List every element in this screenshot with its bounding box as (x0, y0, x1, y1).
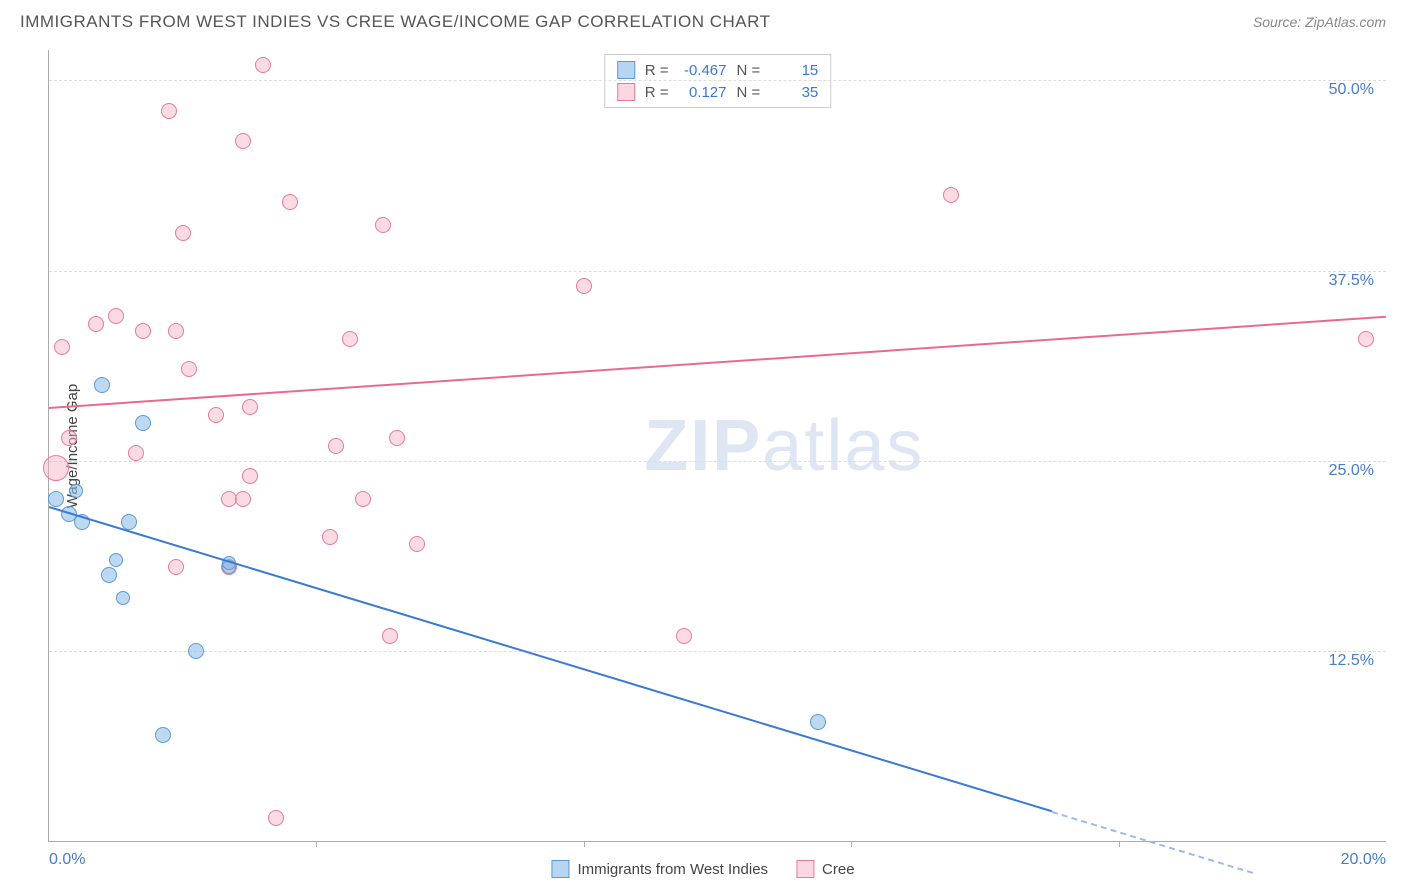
data-point-pink (235, 133, 251, 149)
data-point-pink (322, 529, 338, 545)
data-point-pink (943, 187, 959, 203)
data-point-pink (576, 278, 592, 294)
watermark: ZIPatlas (644, 405, 924, 487)
legend-swatch-blue (551, 860, 569, 878)
data-point-blue (155, 727, 171, 743)
gridline-h (49, 271, 1386, 272)
data-point-pink (255, 57, 271, 73)
data-point-pink (676, 628, 692, 644)
data-point-pink (161, 103, 177, 119)
legend-row: R = -0.467 N = 15 (617, 59, 819, 81)
data-point-pink (268, 810, 284, 826)
data-point-pink (128, 445, 144, 461)
data-point-pink (282, 194, 298, 210)
chart-header: IMMIGRANTS FROM WEST INDIES VS CREE WAGE… (0, 0, 1406, 40)
trendline-pink (49, 316, 1386, 409)
data-point-blue (121, 514, 137, 530)
data-point-pink (181, 361, 197, 377)
data-point-pink (342, 331, 358, 347)
x-tick (851, 841, 852, 847)
x-tick-label: 0.0% (49, 851, 85, 869)
data-point-pink (235, 491, 251, 507)
data-point-pink (43, 455, 69, 481)
x-tick (1119, 841, 1120, 847)
data-point-pink (409, 536, 425, 552)
y-tick-label: 37.5% (1329, 272, 1374, 290)
legend-swatch-pink (796, 860, 814, 878)
r-label: R = (645, 84, 669, 101)
data-point-pink (135, 323, 151, 339)
data-point-pink (175, 225, 191, 241)
x-tick (316, 841, 317, 847)
chart-source: Source: ZipAtlas.com (1253, 14, 1386, 30)
data-point-pink (168, 559, 184, 575)
data-point-pink (242, 399, 258, 415)
data-point-pink (242, 468, 258, 484)
data-point-blue (135, 415, 151, 431)
chart-plot-area: ZIPatlas R = -0.467 N = 15 R = 0.127 N = 35 12.… (48, 50, 1386, 842)
y-tick-label: 12.5% (1329, 652, 1374, 670)
data-point-pink (61, 430, 77, 446)
data-point-blue (69, 484, 83, 498)
legend-label: Immigrants from West Indies (577, 861, 768, 878)
legend-item-blue: Immigrants from West Indies (551, 860, 768, 878)
y-tick-label: 50.0% (1329, 81, 1374, 99)
gridline-h (49, 651, 1386, 652)
data-point-blue (109, 553, 123, 567)
series-legend: Immigrants from West Indies Cree (551, 860, 854, 878)
x-tick (584, 841, 585, 847)
chart-title: IMMIGRANTS FROM WEST INDIES VS CREE WAGE… (20, 12, 770, 32)
n-label: N = (737, 84, 761, 101)
data-point-pink (355, 491, 371, 507)
n-value: 35 (770, 84, 818, 101)
data-point-blue (188, 643, 204, 659)
legend-item-pink: Cree (796, 860, 855, 878)
y-tick-label: 25.0% (1329, 462, 1374, 480)
gridline-h (49, 80, 1386, 81)
legend-swatch-pink (617, 83, 635, 101)
data-point-blue (116, 591, 130, 605)
data-point-pink (328, 438, 344, 454)
data-point-pink (88, 316, 104, 332)
r-label: R = (645, 62, 669, 79)
legend-label: Cree (822, 861, 855, 878)
data-point-blue (48, 491, 64, 507)
data-point-pink (375, 217, 391, 233)
data-point-blue (101, 567, 117, 583)
legend-swatch-blue (617, 61, 635, 79)
trendline-blue-dashed (1051, 811, 1252, 874)
data-point-pink (389, 430, 405, 446)
data-point-blue (94, 377, 110, 393)
data-point-blue (810, 714, 826, 730)
x-tick-label: 20.0% (1341, 851, 1386, 869)
n-label: N = (737, 62, 761, 79)
trendline-blue (49, 506, 1052, 812)
data-point-pink (168, 323, 184, 339)
data-point-pink (208, 407, 224, 423)
r-value: 0.127 (679, 84, 727, 101)
data-point-pink (382, 628, 398, 644)
n-value: 15 (770, 62, 818, 79)
data-point-pink (54, 339, 70, 355)
r-value: -0.467 (679, 62, 727, 79)
legend-row: R = 0.127 N = 35 (617, 81, 819, 103)
data-point-pink (108, 308, 124, 324)
data-point-pink (1358, 331, 1374, 347)
gridline-h (49, 461, 1386, 462)
